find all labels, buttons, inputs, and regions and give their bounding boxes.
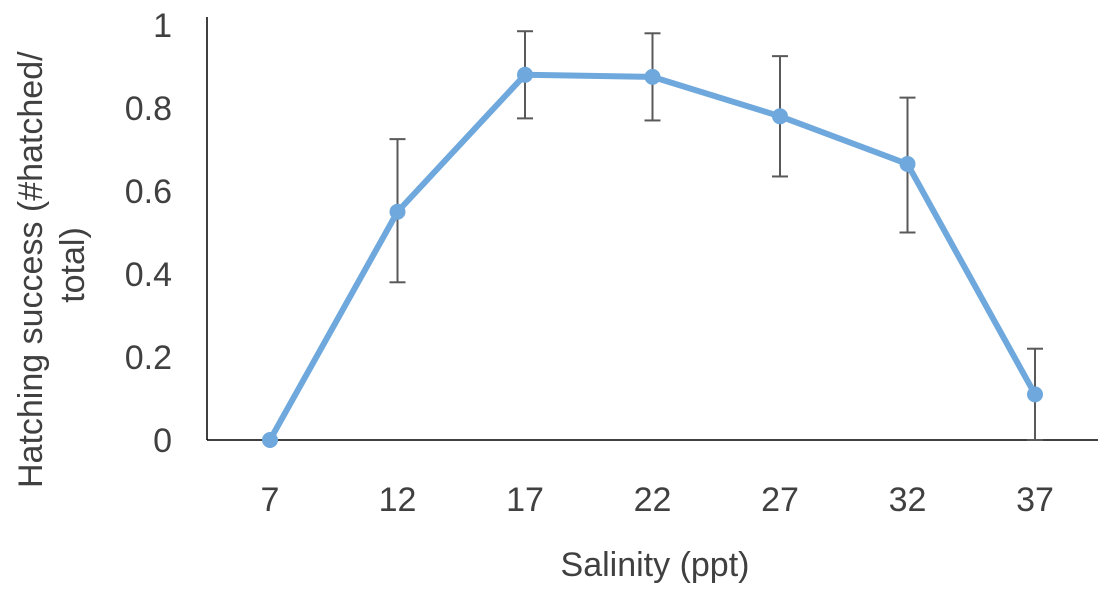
y-tick-label: 0 — [153, 422, 172, 460]
x-axis-title: Salinity (ppt) — [561, 546, 750, 584]
y-axis-ticks: 0 0.2 0.4 0.6 0.8 1 — [125, 7, 172, 460]
y-tick-label: 1 — [153, 7, 172, 45]
y-axis-title: Hatching success (#hatched/ total) — [12, 42, 92, 488]
x-tick-label: 27 — [761, 481, 799, 519]
data-point — [262, 432, 278, 448]
x-tick-label: 7 — [261, 481, 280, 519]
data-point — [389, 203, 406, 220]
x-tick-label: 12 — [379, 481, 417, 519]
y-axis-title-line-1: Hatching success (#hatched/ — [12, 51, 50, 488]
y-tick-label: 0.4 — [125, 256, 172, 294]
y-tick-label: 0.8 — [125, 90, 172, 128]
series — [262, 66, 1043, 448]
x-tick-label: 37 — [1016, 481, 1054, 519]
data-point — [644, 68, 661, 85]
data-point — [1027, 386, 1043, 403]
data-point — [899, 156, 916, 173]
y-axis-title-line-2: total) — [54, 227, 92, 303]
axes — [206, 17, 1098, 441]
y-tick-label: 0.2 — [125, 339, 172, 377]
data-point — [517, 66, 533, 83]
x-axis-ticks: 7 12 17 22 27 32 37 — [261, 481, 1054, 519]
data-point — [772, 108, 788, 125]
y-tick-label: 0.6 — [125, 173, 172, 211]
x-tick-label: 22 — [634, 481, 672, 519]
series-line — [267, 71, 1038, 443]
x-tick-label: 17 — [506, 481, 544, 519]
x-tick-label: 32 — [889, 481, 927, 519]
